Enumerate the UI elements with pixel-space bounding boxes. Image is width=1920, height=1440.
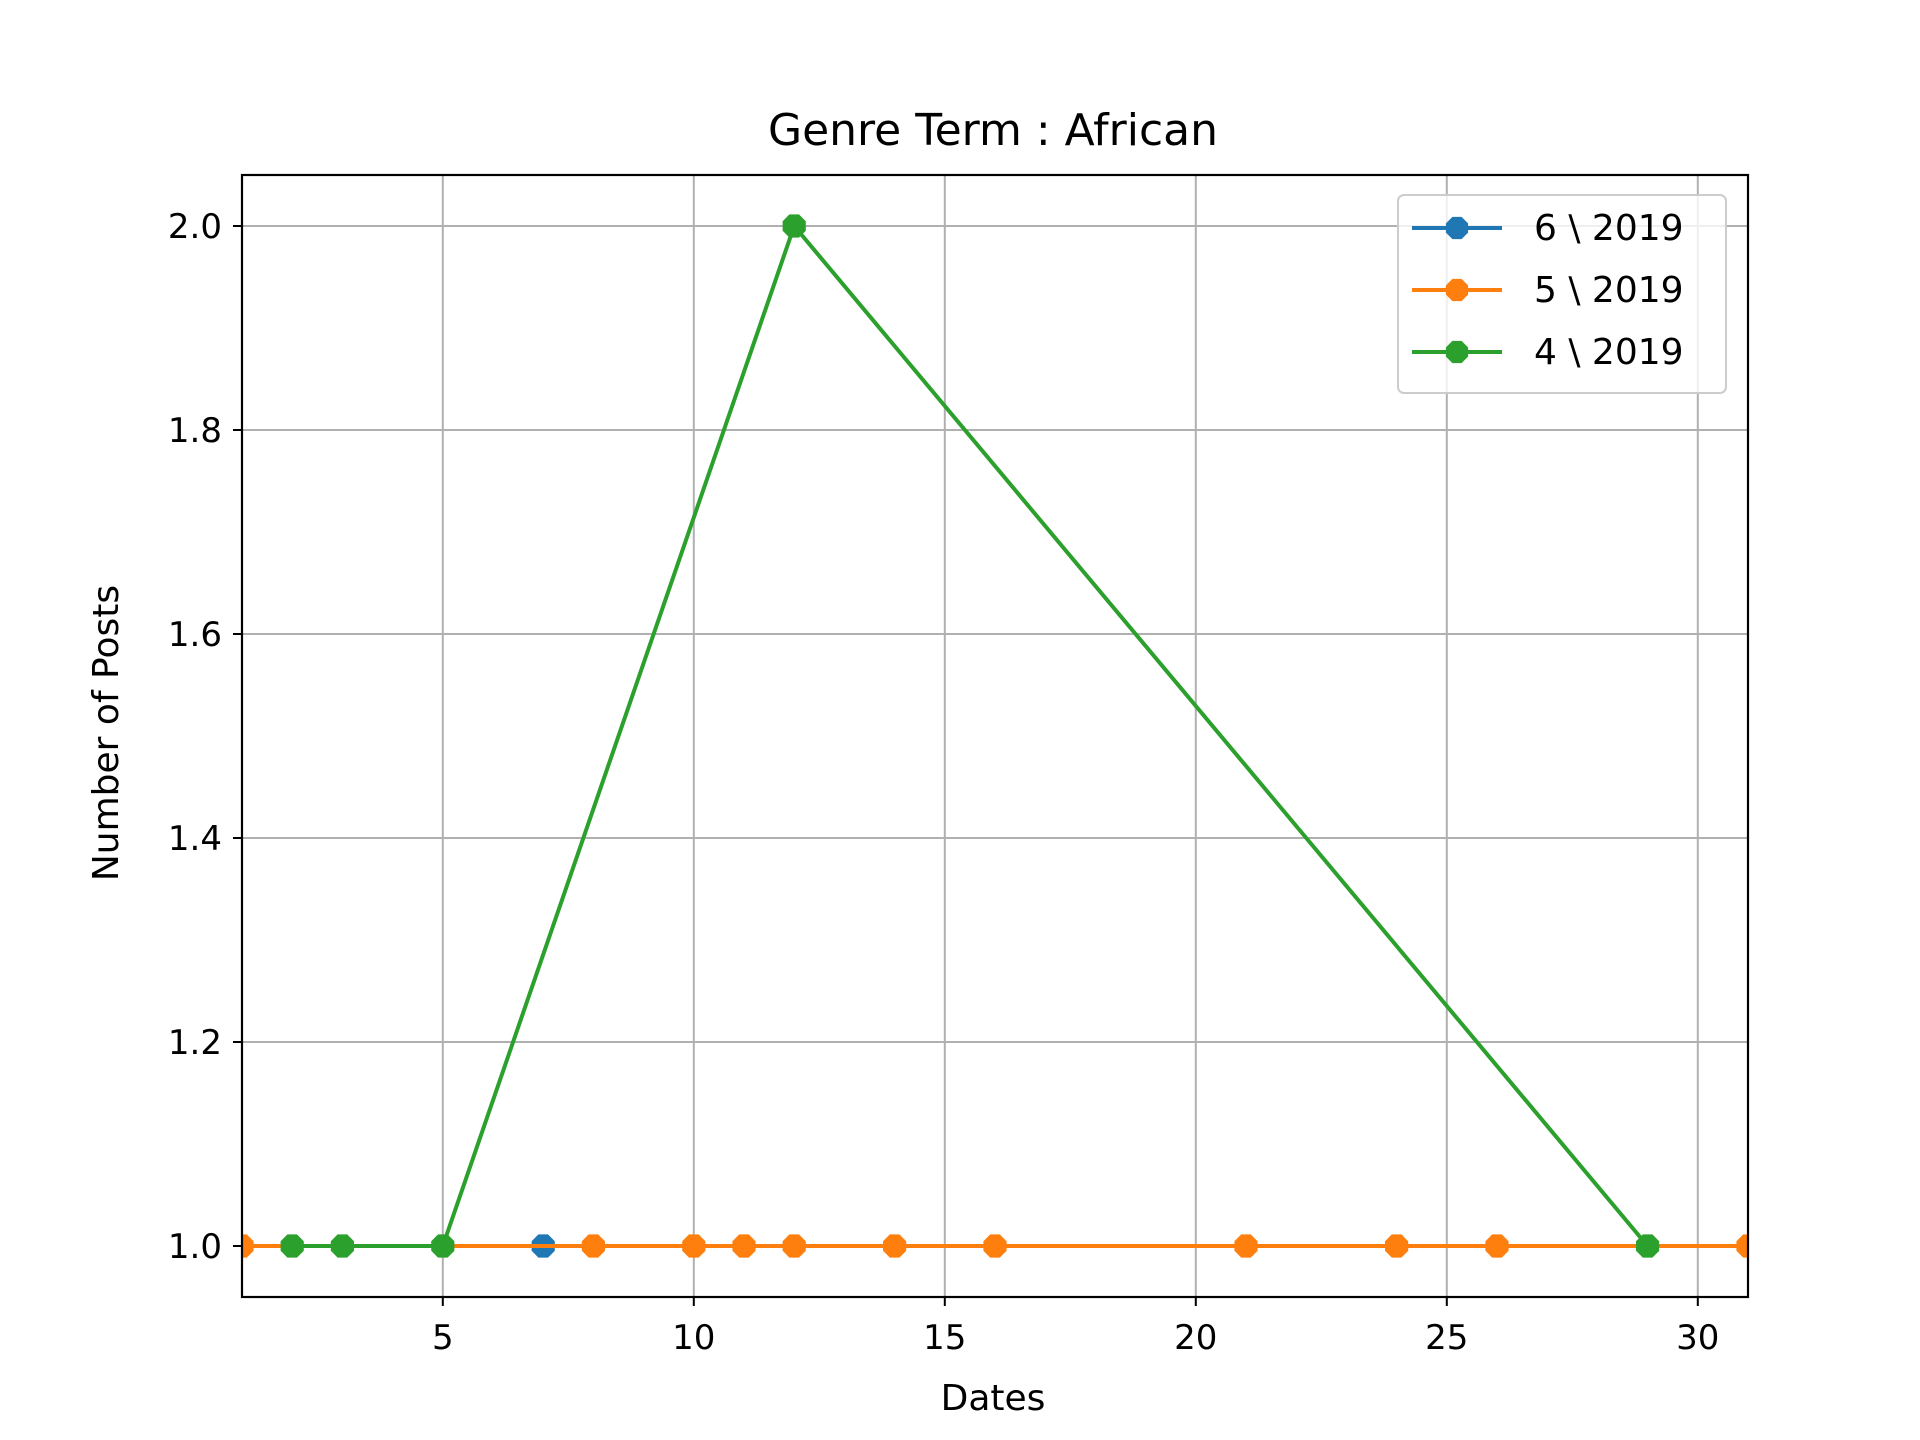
data-point [883, 1234, 907, 1258]
plot-frame [240, 173, 1750, 1299]
y-axis-label: Number of Posts [86, 585, 127, 881]
legend-marker [1445, 216, 1469, 240]
data-point [983, 1234, 1007, 1258]
y-tick-label: 1.0 [168, 1227, 222, 1267]
x-tick-label: 30 [1676, 1318, 1719, 1358]
data-point [1385, 1234, 1409, 1258]
legend-label: 5 \ 2019 [1534, 270, 1684, 311]
x-tick-label: 15 [923, 1318, 966, 1358]
legend-item: 4 \ 2019 [1412, 332, 1684, 373]
legend-item: 6 \ 2019 [1412, 208, 1684, 249]
x-tick-label: 5 [432, 1318, 454, 1358]
axis-ticks: 5 10 15 20 25 30 1.0 1.2 1.4 1.6 1.8 2.0 [168, 207, 1720, 1358]
y-tick-label: 1.4 [168, 819, 222, 859]
legend-label: 6 \ 2019 [1534, 208, 1684, 249]
series-1 [242, 1234, 1748, 1258]
data-point [1636, 1234, 1660, 1258]
data-point [782, 1234, 806, 1258]
y-tick-label: 1.6 [168, 615, 222, 655]
x-tick-label: 10 [672, 1318, 715, 1358]
data-point [732, 1234, 756, 1258]
data-point [682, 1234, 706, 1258]
legend-box [1397, 194, 1727, 394]
data-point [1736, 1234, 1748, 1258]
series-lines [242, 214, 1748, 1258]
legend-marker [1445, 278, 1469, 302]
x-tick-label: 20 [1174, 1318, 1217, 1358]
data-point [581, 1234, 605, 1258]
grid-lines [242, 175, 1748, 1297]
y-tick-label: 2.0 [168, 207, 222, 247]
chart-title: Genre Term : African [768, 105, 1218, 156]
x-tick-label: 25 [1425, 1318, 1468, 1358]
data-point [431, 1234, 455, 1258]
data-point [242, 1234, 254, 1258]
data-point [1485, 1234, 1509, 1258]
legend: 6 \ 2019 5 \ 2019 4 \ 2019 [1397, 194, 1727, 394]
legend-item: 5 \ 2019 [1412, 270, 1684, 311]
y-tick-label: 1.2 [168, 1023, 222, 1063]
data-point [280, 1234, 304, 1258]
data-point [1234, 1234, 1258, 1258]
data-point [330, 1234, 354, 1258]
x-axis-label: Dates [941, 1378, 1046, 1419]
legend-marker [1445, 340, 1469, 364]
legend-label: 4 \ 2019 [1534, 332, 1684, 373]
y-tick-label: 1.8 [168, 411, 222, 451]
series-2 [280, 214, 1660, 1258]
data-point [782, 214, 806, 238]
